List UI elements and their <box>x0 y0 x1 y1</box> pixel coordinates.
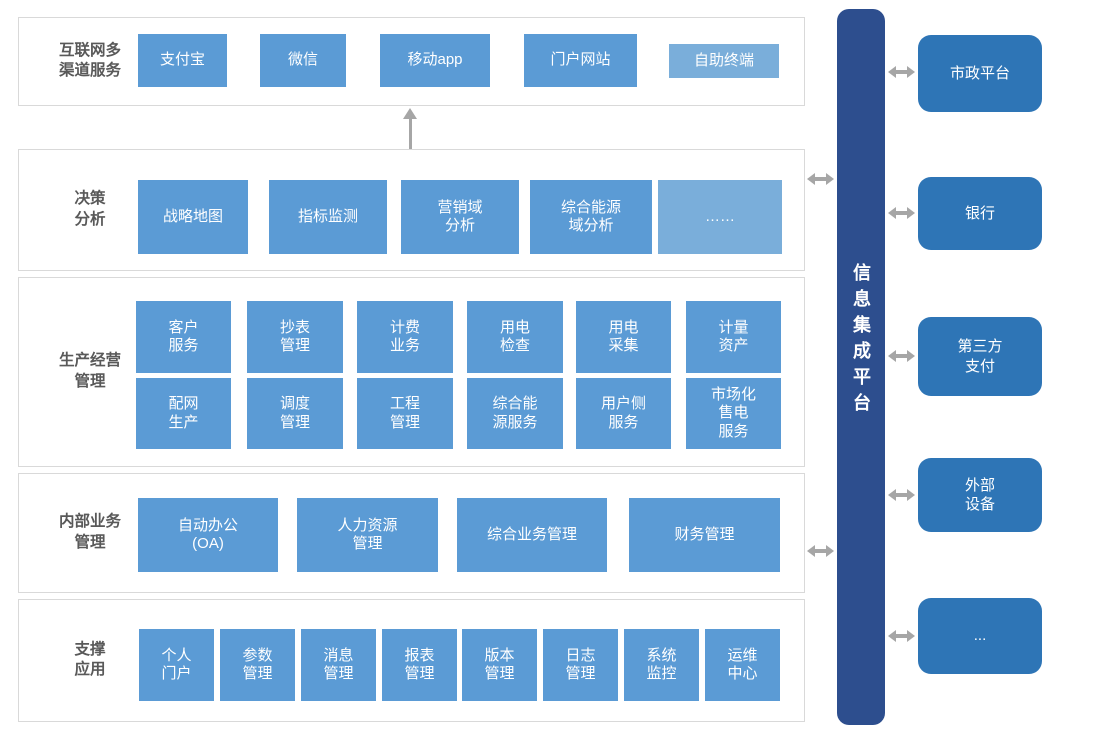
box-customer-service: 客户 服务 <box>136 301 231 373</box>
box-finance-mgmt: 财务管理 <box>629 498 780 572</box>
double-arrow-bar-to-payment-icon <box>888 350 915 362</box>
arrow-shaft <box>814 549 827 553</box>
external-municipal-platform: 市政平台 <box>918 35 1042 112</box>
box-personal-portal: 个人 门户 <box>139 629 214 701</box>
box-general-business: 综合业务管理 <box>457 498 607 572</box>
box-integrated-energy-service: 综合能 源服务 <box>467 378 563 449</box>
section-support-apps: 支撑 应用 个人 门户 参数 管理 消息 管理 报表 管理 版本 管理 日志 管… <box>18 599 805 722</box>
arrow-shaft <box>814 177 827 181</box>
box-indicator-monitor: 指标监测 <box>269 180 387 254</box>
integration-platform-bar: 信息集成平台 <box>837 9 885 725</box>
box-ellipsis: …… <box>658 180 782 254</box>
box-portal-site: 门户网站 <box>524 34 637 87</box>
section-decision-analysis-label: 决策 分析 <box>74 190 106 228</box>
arrow-shaft <box>408 117 412 149</box>
box-parameter-mgmt: 参数 管理 <box>220 629 295 701</box>
box-dispatch-mgmt: 调度 管理 <box>247 378 343 449</box>
section-production-operation-label: 生产经营 管理 <box>58 352 121 390</box>
double-arrow-bar-to-municipal-icon <box>888 66 915 78</box>
arrow-shaft <box>895 354 908 358</box>
section-internal-business-label: 内部业务 管理 <box>58 513 121 551</box>
arrow-shaft <box>895 493 908 497</box>
box-report-mgmt: 报表 管理 <box>382 629 457 701</box>
box-energy-domain-analysis: 综合能源 域分析 <box>530 180 652 254</box>
box-alipay: 支付宝 <box>138 34 227 87</box>
arrow-shaft <box>895 634 908 638</box>
section-production-operation: 生产经营 管理 客户 服务 抄表 管理 计费 业务 用电 检查 用电 采集 计量… <box>18 277 805 467</box>
external-devices: 外部 设备 <box>918 458 1042 532</box>
box-power-inspection: 用电 检查 <box>467 301 563 373</box>
double-arrow-bar-to-devices-icon <box>888 489 915 501</box>
box-system-monitor: 系统 监控 <box>624 629 699 701</box>
external-more: ... <box>918 598 1042 674</box>
external-bank: 银行 <box>918 177 1042 250</box>
integration-platform-label: 信息集成平台 <box>851 263 871 419</box>
box-grid-production: 配网 生产 <box>136 378 231 449</box>
box-project-mgmt: 工程 管理 <box>357 378 453 449</box>
box-meter-reading: 抄表 管理 <box>247 301 343 373</box>
box-ops-center: 运维 中心 <box>705 629 780 701</box>
double-arrow-bar-to-bank-icon <box>888 207 915 219</box>
box-metering-assets: 计量 资产 <box>686 301 781 373</box>
section-internet-multichannel-label: 互联网多 渠道服务 <box>58 41 121 80</box>
section-internal-business: 内部业务 管理 自动办公 (OA) 人力资源 管理 综合业务管理 财务管理 <box>18 473 805 593</box>
section-support-apps-label: 支撑 应用 <box>74 640 106 679</box>
box-market-power-sale: 市场化 售电 服务 <box>686 378 781 449</box>
double-arrow-internal-to-bar-icon <box>807 545 834 557</box>
external-third-party-payment: 第三方 支付 <box>918 317 1042 396</box>
box-human-resources: 人力资源 管理 <box>297 498 438 572</box>
box-user-side-service: 用户侧 服务 <box>576 378 671 449</box>
box-log-mgmt: 日志 管理 <box>543 629 618 701</box>
double-arrow-bar-to-more-icon <box>888 630 915 642</box>
box-self-service-terminal: 自助终端 <box>669 44 779 78</box>
box-office-automation: 自动办公 (OA) <box>138 498 278 572</box>
box-strategy-map: 战略地图 <box>138 180 248 254</box>
box-marketing-analysis: 营销域 分析 <box>401 180 519 254</box>
box-power-collection: 用电 采集 <box>576 301 671 373</box>
arrow-shaft <box>895 70 908 74</box>
box-message-mgmt: 消息 管理 <box>301 629 376 701</box>
section-internet-multichannel: 互联网多 渠道服务 支付宝 微信 移动app 门户网站 自助终端 <box>18 17 805 106</box>
section-decision-analysis: 决策 分析 战略地图 指标监测 营销域 分析 综合能源 域分析 …… <box>18 149 805 271</box>
double-arrow-decision-to-bar-icon <box>807 173 834 185</box>
box-wechat: 微信 <box>260 34 346 87</box>
box-version-mgmt: 版本 管理 <box>462 629 537 701</box>
box-mobile-app: 移动app <box>380 34 490 87</box>
up-arrow-icon <box>403 108 417 149</box>
box-billing: 计费 业务 <box>357 301 453 373</box>
arrow-shaft <box>895 211 908 215</box>
